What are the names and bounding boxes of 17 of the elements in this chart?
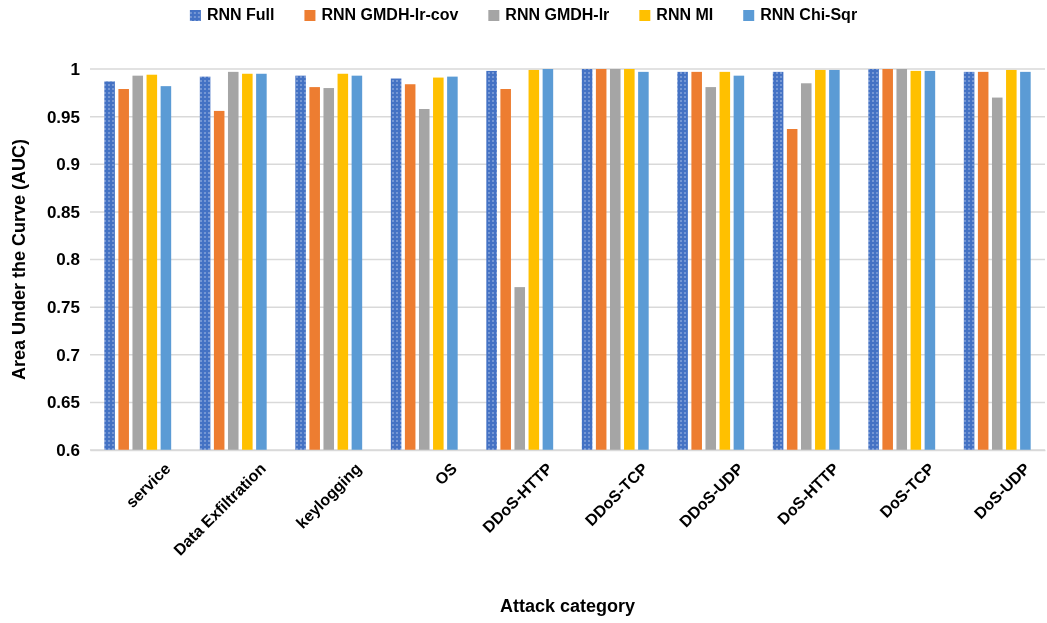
y-tick-label: 1 [70, 59, 80, 79]
x-axis-title: Attack category [499, 596, 636, 616]
y-tick-label: 0.65 [46, 393, 80, 413]
legend-label: RNN GMDH-lr-cov [321, 6, 459, 23]
x-tick-label: OS [431, 459, 461, 489]
legend-label: RNN Full [206, 6, 275, 23]
y-tick-label: 0.85 [46, 202, 80, 222]
y-tick-label: 0.6 [56, 440, 80, 460]
y-axis-title: Area Under the Curve (AUC) [9, 138, 29, 381]
y-tick-label: 0.8 [56, 250, 80, 270]
y-tick-label: 0.75 [46, 298, 80, 318]
y-tick-label: 0.7 [56, 345, 80, 365]
y-tick-label: 0.95 [46, 107, 80, 127]
legend-label: RNN MI [656, 6, 714, 23]
y-tick-label: 0.9 [56, 155, 80, 175]
legend-label: RNN GMDH-lr [505, 6, 610, 23]
legend-label: RNN Chi-Sqr [760, 6, 858, 23]
